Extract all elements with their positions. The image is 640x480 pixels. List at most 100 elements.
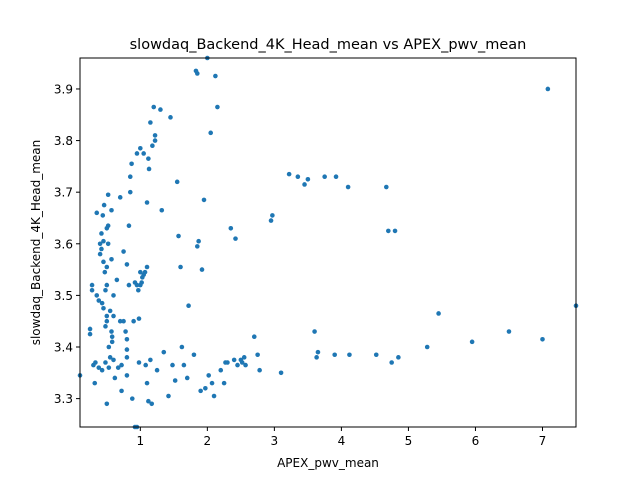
- data-point: [168, 115, 173, 120]
- data-point: [124, 347, 130, 352]
- data-point: [209, 380, 215, 386]
- x-tick-label: 5: [405, 434, 413, 448]
- data-point: [333, 174, 339, 179]
- data-point: [286, 171, 292, 177]
- data-point: [104, 264, 110, 270]
- data-point: [154, 367, 160, 373]
- data-point: [203, 385, 208, 391]
- data-point: [139, 280, 144, 285]
- data-point: [184, 375, 190, 381]
- data-point: [121, 249, 126, 254]
- data-point: [114, 277, 120, 283]
- data-point: [195, 71, 200, 76]
- data-point: [218, 367, 224, 373]
- data-point: [158, 107, 163, 112]
- data-point: [186, 303, 191, 309]
- data-point: [127, 174, 133, 179]
- data-point: [302, 182, 307, 187]
- data-point: [386, 228, 391, 234]
- data-point: [104, 282, 110, 288]
- data-point: [104, 318, 110, 324]
- x-tick-label: 2: [204, 434, 212, 448]
- data-point: [117, 195, 123, 200]
- data-point: [105, 223, 111, 229]
- data-point: [136, 287, 141, 293]
- data-point: [196, 238, 201, 244]
- y-tick-label: 3.4: [54, 341, 73, 355]
- data-point: [150, 143, 155, 149]
- data-point: [268, 218, 274, 223]
- data-point: [506, 329, 512, 334]
- data-point: [101, 238, 106, 244]
- data-point: [312, 329, 317, 334]
- data-point: [138, 269, 143, 275]
- data-point: [107, 355, 113, 360]
- data-point: [295, 174, 301, 179]
- data-point: [174, 179, 180, 185]
- y-tick-label: 3.6: [54, 237, 73, 251]
- data-point: [195, 244, 200, 249]
- data-point: [104, 401, 110, 407]
- data-point: [101, 259, 106, 265]
- data-point: [159, 207, 165, 213]
- data-point: [178, 264, 183, 270]
- data-point: [146, 166, 152, 172]
- data-point: [148, 120, 153, 125]
- data-point: [109, 329, 114, 334]
- data-point: [127, 189, 133, 195]
- data-point: [215, 104, 220, 110]
- x-axis-title: APEX_pwv_mean: [277, 456, 379, 470]
- x-tick-label: 1: [137, 434, 145, 448]
- data-point: [134, 282, 140, 288]
- data-point: [191, 352, 197, 358]
- data-point: [221, 380, 227, 386]
- data-point: [97, 241, 103, 247]
- data-point: [179, 344, 185, 350]
- data-point: [112, 375, 118, 381]
- data-point: [152, 138, 158, 143]
- data-point: [99, 231, 104, 236]
- data-point: [117, 318, 123, 324]
- data-point: [206, 373, 211, 378]
- data-point: [251, 334, 257, 339]
- data-point: [172, 378, 178, 383]
- data-point: [545, 86, 551, 92]
- data-points: [77, 55, 579, 430]
- data-point: [384, 184, 389, 190]
- data-point: [181, 362, 187, 368]
- data-point: [109, 339, 115, 345]
- data-point: [99, 246, 104, 252]
- data-point: [228, 226, 234, 231]
- data-point: [111, 313, 116, 319]
- data-point: [347, 352, 352, 358]
- data-point: [92, 380, 98, 386]
- data-point: [270, 213, 275, 218]
- data-point: [199, 267, 205, 272]
- data-point: [469, 339, 475, 345]
- y-tick-label: 3.8: [54, 134, 73, 148]
- data-point: [129, 161, 134, 167]
- x-tick-label: 6: [472, 434, 480, 448]
- data-point: [94, 210, 100, 216]
- data-point: [89, 282, 95, 288]
- data-point: [225, 360, 230, 365]
- data-point: [119, 388, 124, 394]
- data-point: [87, 326, 93, 332]
- data-point: [255, 352, 260, 358]
- data-point: [138, 146, 143, 151]
- data-point: [106, 344, 112, 350]
- chart-title: slowdaq_Backend_4K_Head_mean vs APEX_pwv…: [130, 37, 527, 53]
- data-point: [101, 202, 107, 208]
- data-point: [305, 176, 311, 182]
- data-point: [124, 336, 130, 342]
- data-point: [111, 357, 116, 363]
- data-point: [278, 370, 284, 376]
- data-point: [136, 360, 142, 365]
- data-point: [126, 282, 132, 288]
- data-point: [211, 393, 217, 399]
- data-point: [129, 396, 135, 401]
- data-point: [141, 151, 146, 156]
- data-point: [345, 184, 351, 190]
- data-point: [332, 352, 338, 358]
